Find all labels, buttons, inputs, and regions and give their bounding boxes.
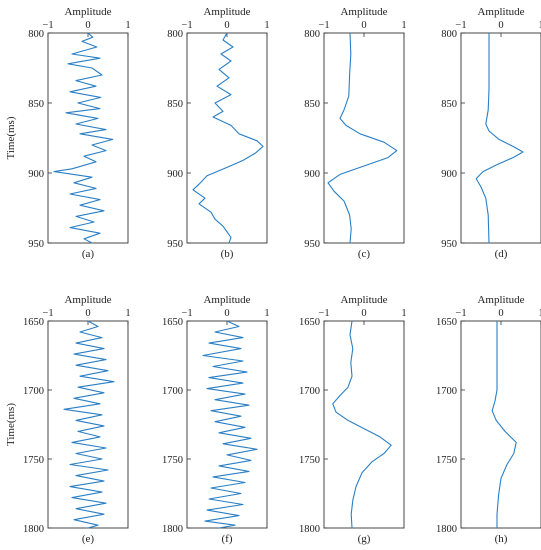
trace-panel-2: Amplitude −1 0 1 800 850 900 950 (b)	[167, 6, 269, 260]
y-tick-label: 1700	[23, 386, 44, 397]
panel-label: (c)	[358, 248, 371, 260]
y-tick-label: 850	[28, 99, 44, 110]
x-tick-label: −1	[318, 308, 329, 319]
x-tick-label: 1	[538, 20, 541, 31]
y-tick-label: 850	[167, 99, 183, 110]
y-tick-label: 1800	[436, 524, 457, 535]
y-tick-label: 900	[441, 169, 457, 180]
y-tick-label: 1650	[299, 317, 320, 328]
trace-line	[63, 320, 115, 529]
trace-panel-5: Amplitude −1 0 1 1650 1700 1750 1800 Time(ms) (e)	[5, 294, 131, 545]
x-axis-title: Amplitude	[64, 6, 111, 18]
x-axis-title: Amplitude	[477, 6, 524, 18]
panel-label: (g)	[358, 533, 371, 545]
y-tick-label: 950	[167, 239, 183, 250]
y-tick-label: 1800	[162, 524, 183, 535]
x-axis-title: Amplitude	[203, 294, 250, 306]
x-tick-label: 1	[401, 20, 406, 31]
x-tick-label: 0	[224, 308, 229, 319]
x-tick-label: −1	[318, 20, 329, 31]
x-tick-label: 1	[401, 308, 406, 319]
y-tick-label: 950	[441, 239, 457, 250]
x-tick-label: −1	[42, 20, 53, 31]
trace-line	[327, 32, 398, 244]
x-tick-label: −1	[181, 308, 192, 319]
y-tick-label: 850	[304, 99, 320, 110]
trace-panel-4: Amplitude −1 0 1 800 850 900 950 (d)	[441, 6, 541, 260]
y-tick-label: 900	[28, 169, 44, 180]
axes-frame	[47, 32, 129, 244]
y-tick-label: 850	[441, 99, 457, 110]
x-tick-label: 0	[361, 308, 366, 319]
x-tick-label: −1	[455, 20, 466, 31]
x-tick-label: 1	[125, 308, 130, 319]
x-tick-label: 0	[224, 20, 229, 31]
y-tick-label: 1650	[436, 317, 457, 328]
y-tick-label: 800	[28, 29, 44, 40]
panel-label: (a)	[82, 248, 95, 260]
x-axis-title: Amplitude	[340, 6, 387, 18]
x-tick-label: −1	[455, 308, 466, 319]
axes-frame	[186, 32, 268, 244]
y-tick-label: 950	[28, 239, 44, 250]
axes-frame	[460, 320, 541, 529]
y-tick-label: 1800	[299, 524, 320, 535]
axes-frame	[323, 320, 405, 529]
y-tick-label: 800	[167, 29, 183, 40]
trace-panel-8: Amplitude −1 0 1 1650 1700 1750 1800 (h)	[436, 294, 541, 545]
trace-line	[192, 32, 264, 244]
y-tick-label: 900	[304, 169, 320, 180]
y-tick-label: 800	[441, 29, 457, 40]
y-tick-label: 1750	[162, 455, 183, 466]
x-axis-title: Amplitude	[477, 294, 524, 306]
panel-label: (e)	[82, 533, 95, 545]
x-tick-label: 1	[538, 308, 541, 319]
x-tick-label: 0	[498, 308, 503, 319]
x-tick-label: 0	[85, 308, 90, 319]
y-tick-label: 1800	[23, 524, 44, 535]
y-axis-title: Time(ms)	[5, 403, 17, 446]
x-tick-label: 0	[361, 20, 366, 31]
panel-label: (b)	[221, 248, 234, 260]
x-tick-label: 1	[264, 20, 269, 31]
trace-line	[491, 321, 517, 528]
trace-line	[475, 33, 524, 244]
y-tick-label: 1700	[299, 386, 320, 397]
trace-line	[202, 320, 258, 529]
x-axis-title: Amplitude	[64, 294, 111, 306]
x-tick-label: −1	[181, 20, 192, 31]
panel-label: (h)	[495, 533, 508, 545]
y-tick-label: 800	[304, 29, 320, 40]
y-tick-label: 1750	[436, 455, 457, 466]
axes-frame	[323, 32, 405, 244]
panel-label: (d)	[495, 248, 508, 260]
y-tick-label: 1650	[23, 317, 44, 328]
trace-panel-1: Amplitude −1 0 1 800 850 900 950 Time(ms) (a)	[5, 6, 131, 260]
x-tick-label: 1	[264, 308, 269, 319]
y-axis-title: Time(ms)	[5, 116, 17, 159]
x-tick-label: 0	[498, 20, 503, 31]
trace-panel-3: Amplitude −1 0 1 800 850 900 950 (c)	[304, 6, 406, 260]
x-tick-label: 1	[125, 20, 130, 31]
axes-frame	[186, 320, 268, 529]
y-tick-label: 1750	[23, 455, 44, 466]
y-tick-label: 1700	[162, 386, 183, 397]
x-axis-title: Amplitude	[203, 6, 250, 18]
x-tick-label: −1	[42, 308, 53, 319]
axes-frame	[460, 32, 541, 244]
trace-panel-7: Amplitude −1 0 1 1650 1700 1750 1800 (g)	[299, 294, 407, 545]
x-axis-title: Amplitude	[340, 294, 387, 306]
y-tick-label: 900	[167, 169, 183, 180]
y-tick-label: 950	[304, 239, 320, 250]
trace-panel-6: Amplitude −1 0 1 1650 1700 1750 1800 (f)	[162, 294, 270, 545]
y-tick-label: 1750	[299, 455, 320, 466]
panel-label: (f)	[222, 533, 233, 545]
trace-line	[332, 320, 392, 529]
x-tick-label: 0	[85, 20, 90, 31]
trace-line	[53, 32, 114, 244]
y-tick-label: 1650	[162, 317, 183, 328]
y-tick-label: 1700	[436, 386, 457, 397]
